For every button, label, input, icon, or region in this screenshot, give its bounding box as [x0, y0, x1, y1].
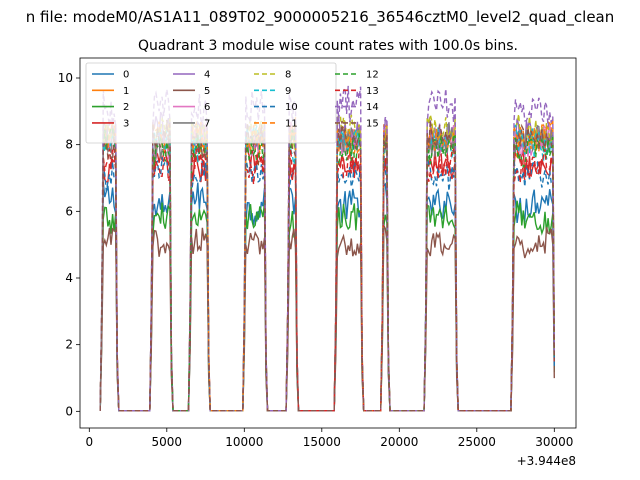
series-line-10 [99, 154, 555, 412]
legend-label-15: 15 [366, 118, 379, 129]
y-axis: 0 2 4 6 8 10 [58, 71, 80, 418]
x-tick-label: 5000 [152, 435, 183, 449]
series-line-13 [99, 144, 555, 412]
legend-label-14: 14 [366, 102, 379, 113]
series-line-2 [99, 200, 555, 412]
series-line-15 [99, 119, 555, 412]
x-axis: 0 5000 10000 15000 20000 25000 30000 [85, 428, 573, 449]
y-tick-label: 4 [65, 271, 73, 285]
x-tick-label: 30000 [535, 435, 573, 449]
legend-label-3: 3 [123, 118, 129, 129]
legend-label-6: 6 [204, 102, 210, 113]
legend-label-11: 11 [285, 118, 298, 129]
legend-label-12: 12 [366, 70, 379, 81]
legend-label-13: 13 [366, 86, 379, 97]
legend-label-5: 5 [204, 86, 210, 97]
legend-label-8: 8 [285, 70, 291, 81]
x-tick-label: 25000 [458, 435, 496, 449]
y-tick-label: 10 [58, 71, 73, 85]
legend-label-7: 7 [204, 118, 210, 129]
figure-suptitle: n file: modeM0/AS1A11_089T02_9000005216_… [26, 8, 615, 27]
series-line-0 [99, 182, 555, 412]
x-tick-label: 0 [85, 435, 93, 449]
legend-label-2: 2 [123, 102, 129, 113]
x-tick-label: 15000 [303, 435, 341, 449]
series-line-1 [99, 123, 555, 412]
legend-label-4: 4 [204, 70, 210, 81]
x-tick-label: 20000 [380, 435, 418, 449]
series-line-11 [99, 117, 555, 412]
series-line-9 [99, 123, 555, 412]
x-tick-label: 10000 [225, 435, 263, 449]
y-tick-label: 8 [65, 138, 73, 152]
plot-frame [79, 57, 577, 429]
y-tick-label: 2 [65, 338, 73, 352]
legend-label-1: 1 [123, 86, 129, 97]
y-tick-label: 6 [65, 204, 73, 218]
legend-label-9: 9 [285, 86, 291, 97]
legend-label-0: 0 [123, 70, 129, 81]
plot-area [99, 85, 555, 412]
chart-title: Quadrant 3 module wise count rates with … [138, 38, 518, 54]
series-layer [99, 85, 555, 412]
series-line-7 [99, 122, 555, 412]
series-line-5 [99, 225, 555, 412]
x-offset-label: +3.944e8 [517, 454, 576, 468]
legend-label-10: 10 [285, 102, 298, 113]
y-tick-label: 0 [65, 404, 73, 418]
series-line-3 [99, 144, 555, 412]
